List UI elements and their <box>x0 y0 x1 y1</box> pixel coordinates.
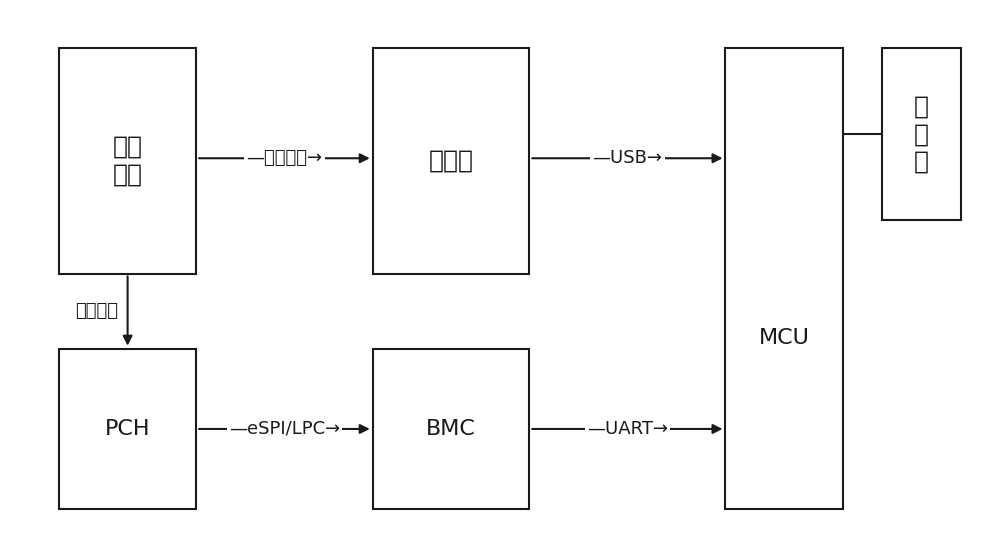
Text: 串口信息: 串口信息 <box>75 302 118 320</box>
Text: 跳
线
帽: 跳 线 帽 <box>914 94 929 174</box>
Text: —USB→: —USB→ <box>592 149 662 167</box>
Bar <box>882 48 961 220</box>
Text: —UART→: —UART→ <box>587 420 668 438</box>
Text: 示波器: 示波器 <box>428 149 474 173</box>
Text: —eSPI/LPC→: —eSPI/LPC→ <box>229 420 340 438</box>
Text: PCH: PCH <box>105 419 150 439</box>
Text: MCU: MCU <box>759 328 810 348</box>
Bar <box>59 348 196 509</box>
Text: 目标
系统: 目标 系统 <box>113 135 143 187</box>
Text: BMC: BMC <box>426 419 476 439</box>
Bar <box>59 48 196 274</box>
Bar <box>373 348 529 509</box>
Text: —触发信号→: —触发信号→ <box>246 149 322 167</box>
Bar <box>373 48 529 274</box>
Bar <box>725 48 843 509</box>
